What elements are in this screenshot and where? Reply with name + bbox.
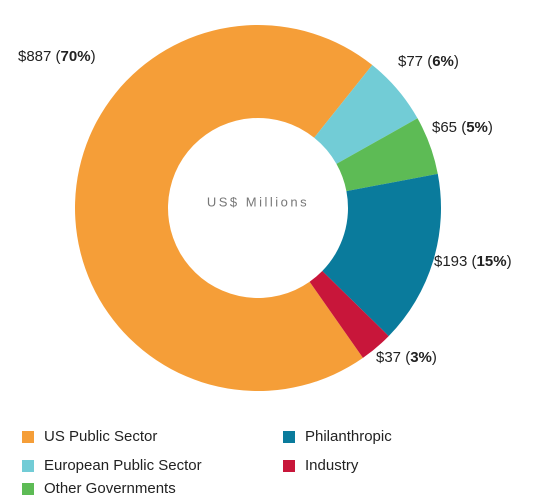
- legend-swatch: [22, 431, 34, 443]
- legend-label: Other Governments: [44, 480, 176, 497]
- data-label: $193 (15%): [434, 253, 512, 270]
- percentage-label: 3%: [410, 349, 432, 366]
- legend-swatch: [283, 460, 295, 472]
- legend-label: US Public Sector: [44, 428, 157, 445]
- value-label: $65: [432, 119, 457, 136]
- data-label: $77 (6%): [398, 53, 459, 70]
- value-label: $37: [376, 349, 401, 366]
- slice: [322, 173, 441, 337]
- value-label: $887: [18, 48, 51, 65]
- slice: [309, 270, 389, 358]
- legend-swatch: [283, 431, 295, 443]
- legend-swatch: [22, 460, 34, 472]
- percentage-label: 6%: [432, 53, 454, 70]
- legend-label: Philanthropic: [305, 428, 392, 445]
- value-label: $193: [434, 253, 467, 270]
- legend-swatch: [22, 483, 34, 495]
- slice: [314, 65, 418, 164]
- slice: [74, 24, 373, 391]
- data-label: $887 (70%): [18, 48, 96, 65]
- percentage-label: 15%: [477, 253, 507, 270]
- legend-label: Industry: [305, 457, 359, 474]
- center-label: US$ Millions: [207, 194, 309, 209]
- percentage-label: 70%: [61, 48, 91, 65]
- data-label: $65 (5%): [432, 119, 493, 136]
- value-label: $77: [398, 53, 423, 70]
- data-label: $37 (3%): [376, 349, 437, 366]
- percentage-label: 5%: [466, 119, 488, 136]
- legend-label: European Public Sector: [44, 457, 202, 474]
- slice: [336, 118, 438, 192]
